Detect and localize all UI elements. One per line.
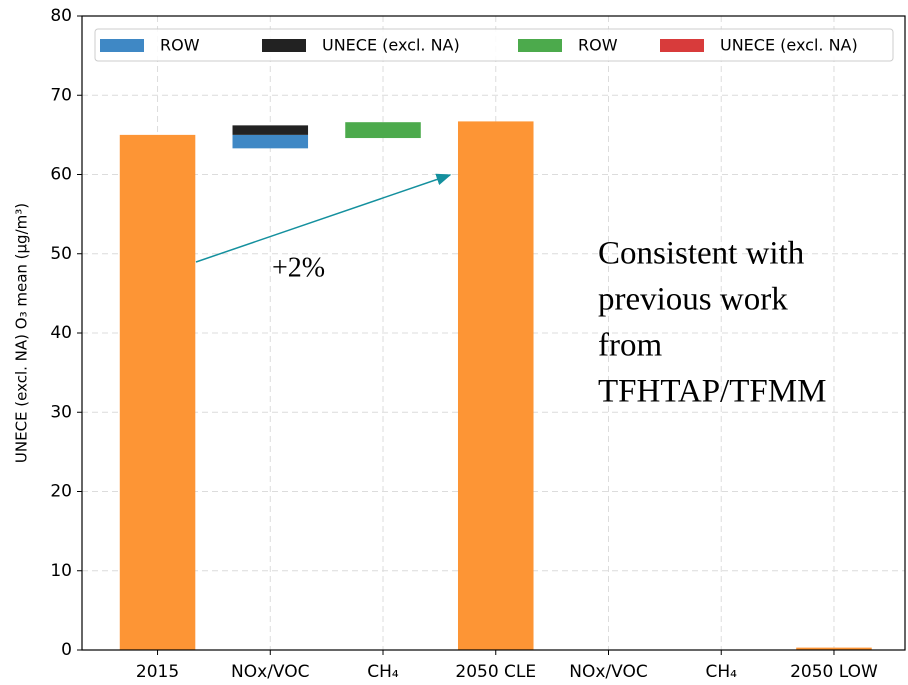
y-tick-label: 20 <box>50 482 72 502</box>
note-line: previous work <box>598 282 788 318</box>
x-tick-label: CH₄ <box>705 662 737 682</box>
note-line: TFHTAP/TFMM <box>598 374 826 410</box>
x-tick-label: 2050 CLE <box>455 662 536 682</box>
delta-bar <box>232 125 309 135</box>
legend-swatch <box>660 39 704 52</box>
legend: ROW UNECE (excl. NA) ROW UNECE (excl. NA) <box>100 36 858 55</box>
y-tick-label: 10 <box>50 561 72 581</box>
x-tick-label: 2050 LOW <box>790 662 878 682</box>
y-tick-label: 50 <box>50 244 72 264</box>
legend-box <box>94 28 894 62</box>
legend-label: UNECE (excl. NA) <box>720 36 858 55</box>
legend-label: ROW <box>578 36 618 55</box>
legend-swatch <box>100 39 144 52</box>
note-line: from <box>598 328 662 364</box>
x-tick-label: NOx/VOC <box>569 662 647 682</box>
y-axis-label: UNECE (excl. NA) O₃ mean (μg/m³) <box>13 203 31 463</box>
y-tick-label: 60 <box>50 165 72 185</box>
bars <box>119 121 872 651</box>
legend-label: ROW <box>160 36 200 55</box>
legend-swatch <box>262 39 306 52</box>
y-tick-label: 80 <box>50 6 72 26</box>
y-tick-label: 40 <box>50 323 72 343</box>
note: Consistent with previous work from TFHTAP/T… <box>598 236 826 410</box>
x-tick-label: CH₄ <box>367 662 399 682</box>
annotation-arrow <box>195 173 452 263</box>
y-tick-label: 70 <box>50 85 72 105</box>
x-tick-label: NOx/VOC <box>231 662 309 682</box>
total-bar <box>796 647 872 650</box>
y-tick-label: 0 <box>61 640 72 660</box>
annotation: +2% <box>272 252 325 283</box>
legend-label: UNECE (excl. NA) <box>322 36 460 55</box>
total-bar <box>119 134 196 650</box>
delta-bar <box>232 134 309 149</box>
legend-swatch <box>518 39 562 52</box>
total-bar <box>457 121 534 651</box>
note-line: Consistent with <box>598 236 805 272</box>
x-tick-label: 2015 <box>136 662 179 682</box>
delta-bar <box>345 122 421 139</box>
y-tick-label: 30 <box>50 402 72 422</box>
